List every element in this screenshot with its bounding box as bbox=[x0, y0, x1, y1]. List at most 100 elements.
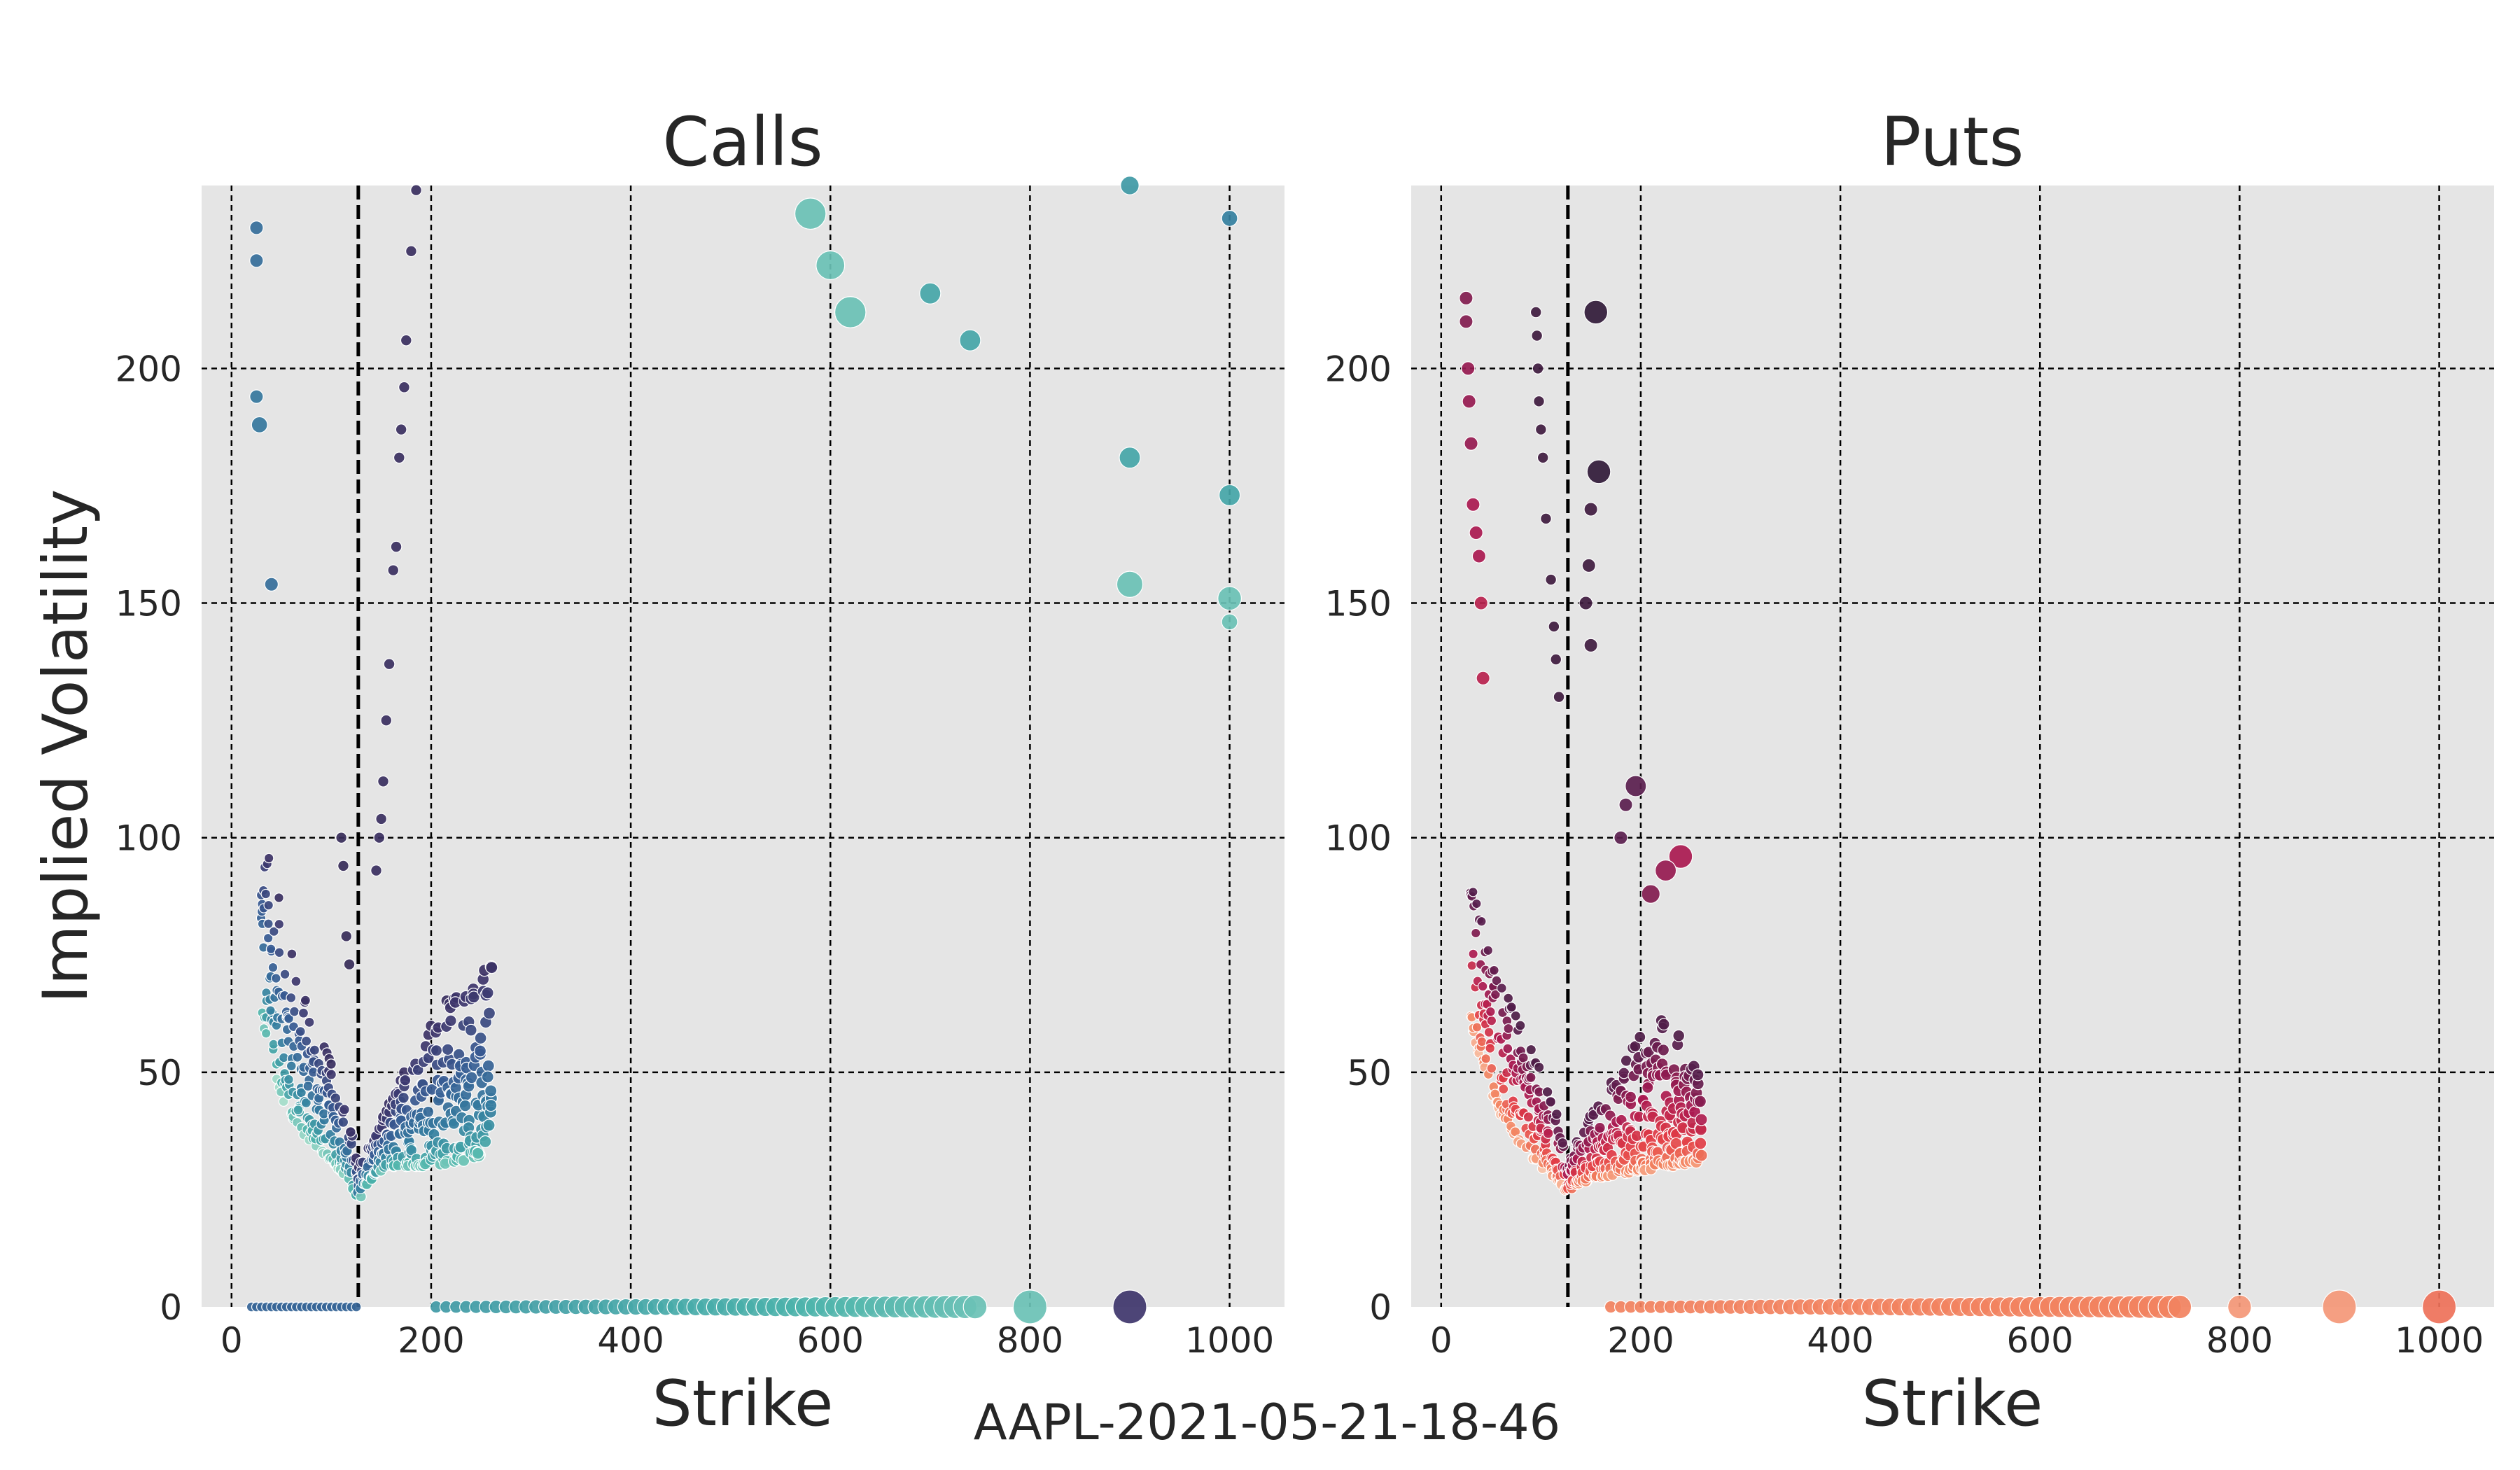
x-tick-label: 600 bbox=[797, 1320, 864, 1361]
y-tick-label: 0 bbox=[1369, 1287, 1392, 1328]
data-point bbox=[340, 930, 353, 942]
smile-point bbox=[268, 1039, 279, 1050]
smile-point bbox=[268, 926, 279, 937]
smile-point bbox=[1468, 948, 1478, 960]
smile-point bbox=[1642, 1081, 1654, 1094]
smile-point bbox=[1489, 965, 1499, 976]
puts-x-ticks: 0 200 400 600 800 1000 bbox=[1430, 1320, 2484, 1361]
puts-panel: 0 200 400 600 800 1000 0 50 100 150 200 Puts Stri… bbox=[1325, 103, 2494, 1441]
smile-point bbox=[326, 1058, 337, 1070]
zero-iv-point bbox=[2227, 1294, 2252, 1320]
zero-iv-point bbox=[2421, 1289, 2457, 1324]
data-point bbox=[1548, 620, 1560, 633]
data-point bbox=[1464, 436, 1478, 451]
smile-point bbox=[263, 853, 274, 864]
smile-point bbox=[484, 1084, 498, 1098]
data-point bbox=[410, 184, 422, 197]
data-point bbox=[1531, 330, 1544, 342]
smile-point bbox=[1506, 1002, 1517, 1013]
smile-point bbox=[278, 1096, 289, 1107]
smile-point bbox=[1503, 993, 1514, 1004]
smile-point bbox=[279, 969, 290, 980]
data-point bbox=[1534, 424, 1547, 435]
smile-point bbox=[274, 918, 285, 930]
zero-iv-point bbox=[351, 1301, 362, 1312]
x-tick-label: 0 bbox=[1430, 1320, 1452, 1361]
smile-point bbox=[412, 1063, 424, 1076]
data-point bbox=[375, 813, 388, 825]
smile-point bbox=[474, 1031, 487, 1045]
data-point bbox=[335, 832, 348, 844]
y-tick-label: 50 bbox=[137, 1053, 182, 1093]
calls-title: Calls bbox=[662, 103, 822, 181]
smile-point bbox=[465, 1071, 478, 1084]
smile-point bbox=[1515, 1020, 1526, 1031]
smile-point bbox=[1657, 1044, 1670, 1056]
smile-point bbox=[1476, 1036, 1488, 1047]
smile-point bbox=[293, 1105, 304, 1116]
data-point bbox=[1221, 209, 1238, 227]
smile-point bbox=[300, 995, 311, 1006]
data-point bbox=[398, 381, 410, 393]
data-point bbox=[1583, 502, 1598, 517]
smile-point bbox=[1510, 1010, 1521, 1021]
smile-point bbox=[1485, 1006, 1496, 1017]
data-point bbox=[264, 577, 279, 592]
smile-point bbox=[1471, 898, 1482, 909]
smile-point bbox=[267, 962, 279, 973]
calls-plot-area bbox=[202, 186, 1284, 1307]
figure-footer: AAPL-2021-05-21-18-46 bbox=[974, 1394, 1560, 1451]
data-point bbox=[919, 282, 941, 304]
smile-point bbox=[1694, 1137, 1707, 1150]
smile-point bbox=[265, 1005, 276, 1016]
smile-point bbox=[1471, 927, 1481, 939]
data-point bbox=[249, 220, 264, 235]
data-point bbox=[370, 864, 382, 877]
puts-title: Puts bbox=[1881, 103, 2024, 181]
calls-panel: 0 200 400 600 800 1000 0 50 100 150 200 Calls Str… bbox=[115, 103, 1284, 1441]
y-tick-label: 200 bbox=[115, 349, 182, 389]
data-point bbox=[337, 860, 349, 872]
smile-point bbox=[1634, 1030, 1646, 1044]
smile-point bbox=[271, 973, 281, 983]
data-point bbox=[405, 245, 417, 258]
smile-point bbox=[304, 1016, 315, 1028]
smile-point bbox=[260, 888, 271, 899]
data-point bbox=[1221, 613, 1238, 631]
data-point bbox=[1654, 860, 1677, 882]
puts-scatter-points bbox=[1459, 290, 2457, 1324]
data-point bbox=[1530, 306, 1542, 318]
data-point bbox=[1583, 638, 1598, 653]
data-point bbox=[393, 451, 405, 464]
smile-point bbox=[1691, 1068, 1704, 1082]
x-tick-label: 400 bbox=[597, 1320, 664, 1361]
smile-point bbox=[467, 990, 480, 1004]
data-point bbox=[1120, 176, 1140, 195]
smile-point bbox=[444, 1014, 457, 1028]
y-tick-label: 200 bbox=[1325, 349, 1392, 389]
smile-point bbox=[263, 918, 274, 929]
x-tick-label: 200 bbox=[398, 1320, 464, 1361]
smile-point bbox=[290, 976, 302, 987]
smile-point bbox=[286, 1060, 297, 1072]
data-point bbox=[1461, 361, 1476, 376]
smile-point bbox=[482, 1007, 496, 1020]
smile-point bbox=[1695, 1149, 1708, 1162]
data-point bbox=[834, 296, 867, 328]
smile-point bbox=[1496, 983, 1507, 994]
x-tick-label: 0 bbox=[220, 1320, 243, 1361]
smile-point bbox=[464, 1023, 477, 1037]
data-point bbox=[1218, 484, 1241, 506]
smile-point bbox=[326, 1069, 337, 1080]
data-point bbox=[1545, 573, 1558, 586]
smile-point bbox=[286, 992, 297, 1003]
smile-point bbox=[1672, 1029, 1686, 1042]
zero-iv-point bbox=[962, 1294, 988, 1320]
smile-point bbox=[1594, 1121, 1606, 1134]
data-point bbox=[1540, 512, 1552, 525]
smile-point bbox=[1695, 1113, 1708, 1126]
data-point bbox=[1012, 1289, 1048, 1324]
smile-point bbox=[441, 1043, 454, 1056]
puts-x-axis-label: Strike bbox=[1862, 1367, 2043, 1441]
